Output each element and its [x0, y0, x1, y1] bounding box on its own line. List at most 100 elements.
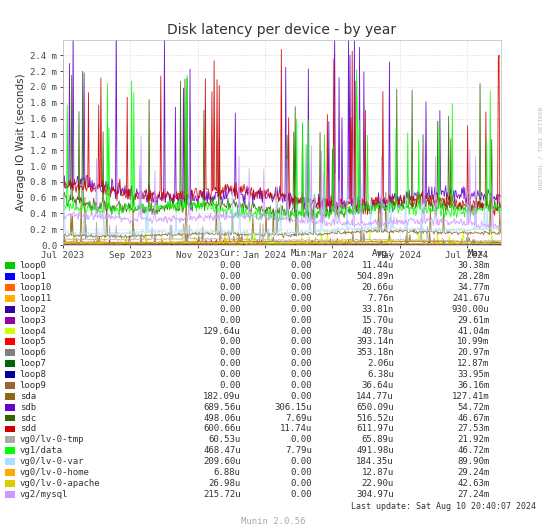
- Text: 241.67u: 241.67u: [452, 294, 490, 303]
- Text: 209.60u: 209.60u: [203, 457, 241, 466]
- Text: 0.00: 0.00: [219, 316, 241, 325]
- Text: Avg:: Avg:: [373, 249, 394, 258]
- Text: sda: sda: [20, 392, 36, 401]
- Text: 304.97u: 304.97u: [356, 490, 394, 499]
- Text: 7.79u: 7.79u: [285, 446, 312, 455]
- Text: 6.38u: 6.38u: [367, 370, 394, 379]
- Text: loop10: loop10: [20, 283, 52, 292]
- Text: 54.72m: 54.72m: [457, 403, 490, 412]
- Text: 0.00: 0.00: [290, 359, 312, 368]
- Text: loop11: loop11: [20, 294, 52, 303]
- Text: loop9: loop9: [20, 381, 46, 390]
- Text: 504.89n: 504.89n: [356, 272, 394, 281]
- Text: 7.76n: 7.76n: [367, 294, 394, 303]
- Text: 0.00: 0.00: [290, 272, 312, 281]
- Text: 215.72u: 215.72u: [203, 490, 241, 499]
- Text: 0.00: 0.00: [290, 490, 312, 499]
- Text: Min:: Min:: [290, 249, 312, 258]
- Text: 0.00: 0.00: [290, 294, 312, 303]
- Text: 2.06u: 2.06u: [367, 359, 394, 368]
- Text: loop7: loop7: [20, 359, 46, 368]
- Text: vg0/lv-0-apache: vg0/lv-0-apache: [20, 479, 100, 488]
- Text: 21.92m: 21.92m: [457, 435, 490, 444]
- Text: 26.98u: 26.98u: [208, 479, 241, 488]
- Text: 0.00: 0.00: [219, 337, 241, 346]
- Text: 11.44u: 11.44u: [362, 261, 394, 270]
- Text: 184.35u: 184.35u: [356, 457, 394, 466]
- Text: loop5: loop5: [20, 337, 46, 346]
- Text: loop2: loop2: [20, 305, 46, 314]
- Text: Max:: Max:: [468, 249, 490, 258]
- Text: vg0/lv-0-tmp: vg0/lv-0-tmp: [20, 435, 84, 444]
- Text: 20.97m: 20.97m: [457, 348, 490, 357]
- Text: 41.04m: 41.04m: [457, 327, 490, 336]
- Text: 144.77u: 144.77u: [356, 392, 394, 401]
- Text: 65.89u: 65.89u: [362, 435, 394, 444]
- Text: 27.24m: 27.24m: [457, 490, 490, 499]
- Text: 0.00: 0.00: [290, 435, 312, 444]
- Text: vg0/lv-0-var: vg0/lv-0-var: [20, 457, 84, 466]
- Text: 0.00: 0.00: [219, 272, 241, 281]
- Text: 12.87m: 12.87m: [457, 359, 490, 368]
- Text: 611.97u: 611.97u: [356, 424, 394, 433]
- Text: 0.00: 0.00: [219, 359, 241, 368]
- Text: 0.00: 0.00: [290, 348, 312, 357]
- Text: 306.15u: 306.15u: [274, 403, 312, 412]
- Text: 0.00: 0.00: [290, 381, 312, 390]
- Text: 600.66u: 600.66u: [203, 424, 241, 433]
- Text: 0.00: 0.00: [219, 348, 241, 357]
- Text: 353.18n: 353.18n: [356, 348, 394, 357]
- Text: 7.69u: 7.69u: [285, 414, 312, 423]
- Text: 33.95m: 33.95m: [457, 370, 490, 379]
- Text: 498.06u: 498.06u: [203, 414, 241, 423]
- Text: 0.00: 0.00: [290, 392, 312, 401]
- Text: 491.98u: 491.98u: [356, 446, 394, 455]
- Text: 27.53m: 27.53m: [457, 424, 490, 433]
- Text: loop4: loop4: [20, 327, 46, 336]
- Text: 22.90u: 22.90u: [362, 479, 394, 488]
- Text: 29.24m: 29.24m: [457, 468, 490, 477]
- Text: sdd: sdd: [20, 424, 36, 433]
- Text: 42.63m: 42.63m: [457, 479, 490, 488]
- Text: 36.16m: 36.16m: [457, 381, 490, 390]
- Text: 0.00: 0.00: [219, 370, 241, 379]
- Text: Munin 2.0.56: Munin 2.0.56: [241, 518, 306, 526]
- Text: 12.87u: 12.87u: [362, 468, 394, 477]
- Text: Last update: Sat Aug 10 20:40:07 2024: Last update: Sat Aug 10 20:40:07 2024: [351, 502, 536, 511]
- Text: loop1: loop1: [20, 272, 46, 281]
- Text: 129.64u: 129.64u: [203, 327, 241, 336]
- Text: 0.00: 0.00: [290, 457, 312, 466]
- Text: 127.41m: 127.41m: [452, 392, 490, 401]
- Text: 11.74u: 11.74u: [280, 424, 312, 433]
- Text: 0.00: 0.00: [219, 283, 241, 292]
- Text: sdc: sdc: [20, 414, 36, 423]
- Text: 15.70u: 15.70u: [362, 316, 394, 325]
- Text: 0.00: 0.00: [290, 479, 312, 488]
- Text: sdb: sdb: [20, 403, 36, 412]
- Text: 0.00: 0.00: [219, 294, 241, 303]
- Text: 0.00: 0.00: [290, 316, 312, 325]
- Text: loop0: loop0: [20, 261, 46, 270]
- Text: Cur:: Cur:: [219, 249, 241, 258]
- Text: 930.00u: 930.00u: [452, 305, 490, 314]
- Text: loop3: loop3: [20, 316, 46, 325]
- Text: vg1/data: vg1/data: [20, 446, 63, 455]
- Text: 689.56u: 689.56u: [203, 403, 241, 412]
- Text: 10.99m: 10.99m: [457, 337, 490, 346]
- Text: 0.00: 0.00: [290, 370, 312, 379]
- Text: 46.67m: 46.67m: [457, 414, 490, 423]
- Text: 40.78u: 40.78u: [362, 327, 394, 336]
- Text: vg2/mysql: vg2/mysql: [20, 490, 68, 499]
- Title: Disk latency per device - by year: Disk latency per device - by year: [167, 23, 396, 37]
- Text: loop8: loop8: [20, 370, 46, 379]
- Y-axis label: Average IO Wait (seconds): Average IO Wait (seconds): [16, 73, 26, 211]
- Text: RRDTOOL / TOBI OETIKER: RRDTOOL / TOBI OETIKER: [538, 106, 543, 189]
- Text: 28.28m: 28.28m: [457, 272, 490, 281]
- Text: 182.09u: 182.09u: [203, 392, 241, 401]
- Text: 0.00: 0.00: [290, 468, 312, 477]
- Text: 0.00: 0.00: [290, 305, 312, 314]
- Text: 20.66u: 20.66u: [362, 283, 394, 292]
- Text: 6.88u: 6.88u: [214, 468, 241, 477]
- Text: loop6: loop6: [20, 348, 46, 357]
- Text: 30.38m: 30.38m: [457, 261, 490, 270]
